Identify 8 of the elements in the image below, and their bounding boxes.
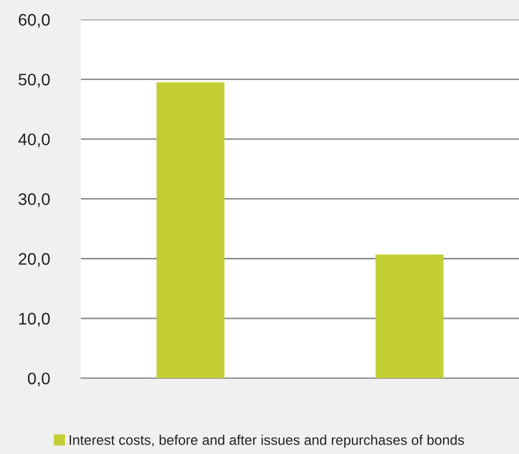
y-tick-label: 20,0 xyxy=(18,253,50,267)
y-tick-label: 10,0 xyxy=(19,312,50,327)
y-tick-label: 50,0 xyxy=(18,74,50,88)
y-tick-label: 0,0 xyxy=(28,372,50,386)
legend-label: Interest costs, before and after issues and repurchases of bonds xyxy=(70,434,464,448)
y-tick-label: 60,0 xyxy=(18,14,50,28)
y-tick-label: 40,0 xyxy=(18,133,50,148)
y-tick-label: 30,0 xyxy=(18,193,50,208)
